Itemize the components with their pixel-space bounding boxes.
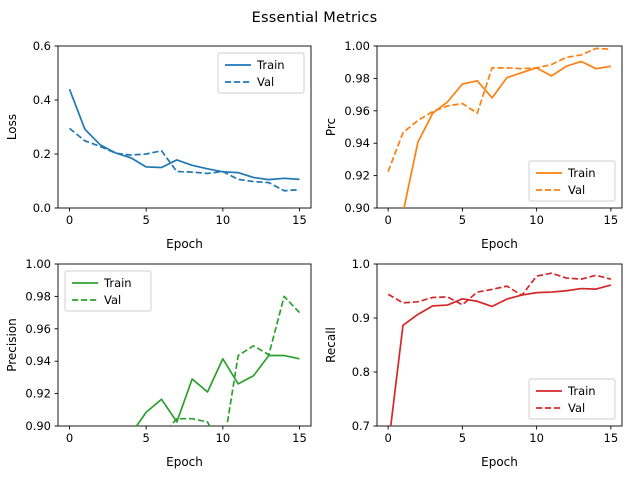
x-tick-label: 15 — [292, 431, 307, 445]
x-axis-label: Epoch — [481, 237, 518, 251]
axes-frame — [57, 45, 312, 209]
legend: Train Val — [528, 160, 616, 202]
axes-frame — [376, 45, 623, 209]
figure-title: Essential Metrics — [251, 10, 378, 26]
legend-label-val: Val — [104, 293, 121, 307]
y-tick-label: 0.8 — [352, 365, 370, 379]
y-tick-label: 0.96 — [25, 322, 51, 336]
x-tick-label: 0 — [66, 431, 73, 445]
y-axis-label: Prc — [324, 118, 338, 136]
legend-box — [528, 378, 616, 420]
y-tick-label: 0.0 — [33, 201, 51, 215]
subplot-recall: 0 5 10 15 0.7 0.8 0.9 1.0 Epoch Recall Train Val — [315, 248, 629, 478]
y-tick-label: 0.7 — [352, 419, 370, 433]
series-line-val — [169, 295, 301, 426]
y-axis-label: Recall — [324, 327, 338, 363]
y-tick-label: 1.00 — [344, 39, 370, 53]
series-line-train — [68, 88, 300, 181]
x-tick-label: 5 — [143, 431, 150, 445]
series-line-train — [135, 354, 300, 426]
legend: Train Val — [64, 270, 152, 312]
y-tick-label: 0.6 — [33, 39, 51, 53]
x-tick-label: 0 — [66, 213, 73, 227]
y-tick-label: 1.00 — [25, 257, 51, 271]
legend: Train Val — [528, 378, 616, 420]
legend: Train Val — [217, 52, 305, 94]
series-line-train — [403, 60, 611, 208]
y-tick-label: 0.94 — [25, 354, 51, 368]
legend-label-train: Train — [103, 276, 132, 290]
x-tick-label: 15 — [604, 431, 619, 445]
x-tick-label: 5 — [459, 431, 466, 445]
subplot-loss: 0 5 10 15 0.0 0.2 0.4 0.6 Epoch Loss Train Val — [0, 30, 329, 260]
legend-label-train: Train — [567, 166, 596, 180]
subplot-precision: 0 5 10 15 0.90 0.92 0.94 0.96 0.98 1.00 Epoch Preci… — [0, 248, 329, 478]
y-tick-label: 0.98 — [25, 289, 51, 303]
legend-box — [64, 270, 152, 312]
legend-label-val: Val — [568, 183, 585, 197]
y-axis-label: Precision — [5, 318, 19, 372]
x-tick-label: 0 — [384, 431, 391, 445]
y-tick-label: 1.0 — [352, 257, 370, 271]
subplot-prc: 0 5 10 15 0.90 0.92 0.94 0.96 0.98 1.00 Epoch Prc Tr… — [315, 30, 629, 260]
y-tick-label: 0.94 — [344, 136, 370, 150]
x-axis-label: Epoch — [166, 455, 203, 469]
y-tick-label: 0.90 — [25, 419, 51, 433]
axes-frame — [57, 263, 312, 427]
x-tick-label: 15 — [292, 213, 307, 227]
y-tick-label: 0.98 — [344, 71, 370, 85]
x-tick-label: 0 — [384, 213, 391, 227]
legend-label-val: Val — [568, 401, 585, 415]
x-tick-label: 10 — [529, 213, 544, 227]
series-line-train — [389, 284, 612, 426]
x-tick-label: 5 — [459, 213, 466, 227]
legend-label-train: Train — [256, 58, 285, 72]
x-tick-label: 5 — [143, 213, 150, 227]
x-tick-label: 15 — [604, 213, 619, 227]
legend-label-train: Train — [567, 384, 596, 398]
legend-label-val: Val — [257, 75, 274, 89]
y-tick-label: 0.96 — [344, 104, 370, 118]
x-tick-label: 10 — [216, 213, 231, 227]
y-tick-label: 0.90 — [344, 201, 370, 215]
y-tick-label: 0.4 — [33, 93, 51, 107]
y-tick-label: 0.92 — [344, 169, 370, 183]
series-line-val — [387, 272, 612, 306]
y-tick-label: 0.2 — [33, 147, 51, 161]
x-tick-label: 10 — [216, 431, 231, 445]
axes-frame — [376, 263, 623, 427]
x-axis-label: Epoch — [166, 237, 203, 251]
y-tick-label: 0.9 — [352, 311, 370, 325]
series-line-val — [387, 47, 611, 172]
legend-box — [528, 160, 616, 202]
series-line-val — [68, 127, 300, 192]
y-tick-label: 0.92 — [25, 387, 51, 401]
x-axis-label: Epoch — [481, 455, 518, 469]
y-axis-label: Loss — [5, 114, 19, 140]
x-tick-label: 10 — [529, 431, 544, 445]
legend-box — [217, 52, 305, 94]
